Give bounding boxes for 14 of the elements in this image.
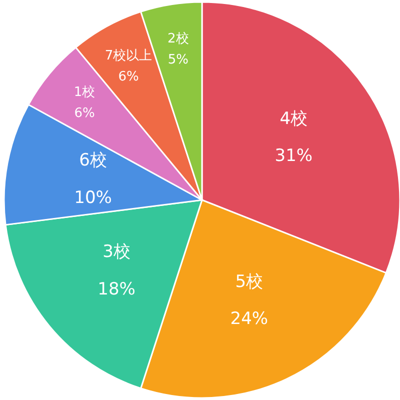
slice-label: 7校以上: [104, 48, 152, 64]
slice-label: 2校: [168, 31, 189, 46]
slice-label: 6校: [79, 150, 107, 171]
slice-label: 1校: [74, 84, 96, 100]
data-label: 10%: [74, 188, 112, 208]
slice-label: 5校: [235, 272, 264, 292]
data-label: 18%: [98, 279, 136, 300]
data-label: 31%: [274, 146, 313, 166]
data-label: 6%: [74, 106, 95, 121]
data-label: 24%: [230, 308, 268, 329]
data-label: 6%: [118, 69, 139, 84]
slice-label: 3校: [102, 242, 130, 262]
slice-label: 4校: [280, 109, 308, 130]
data-label: 5%: [168, 52, 188, 68]
